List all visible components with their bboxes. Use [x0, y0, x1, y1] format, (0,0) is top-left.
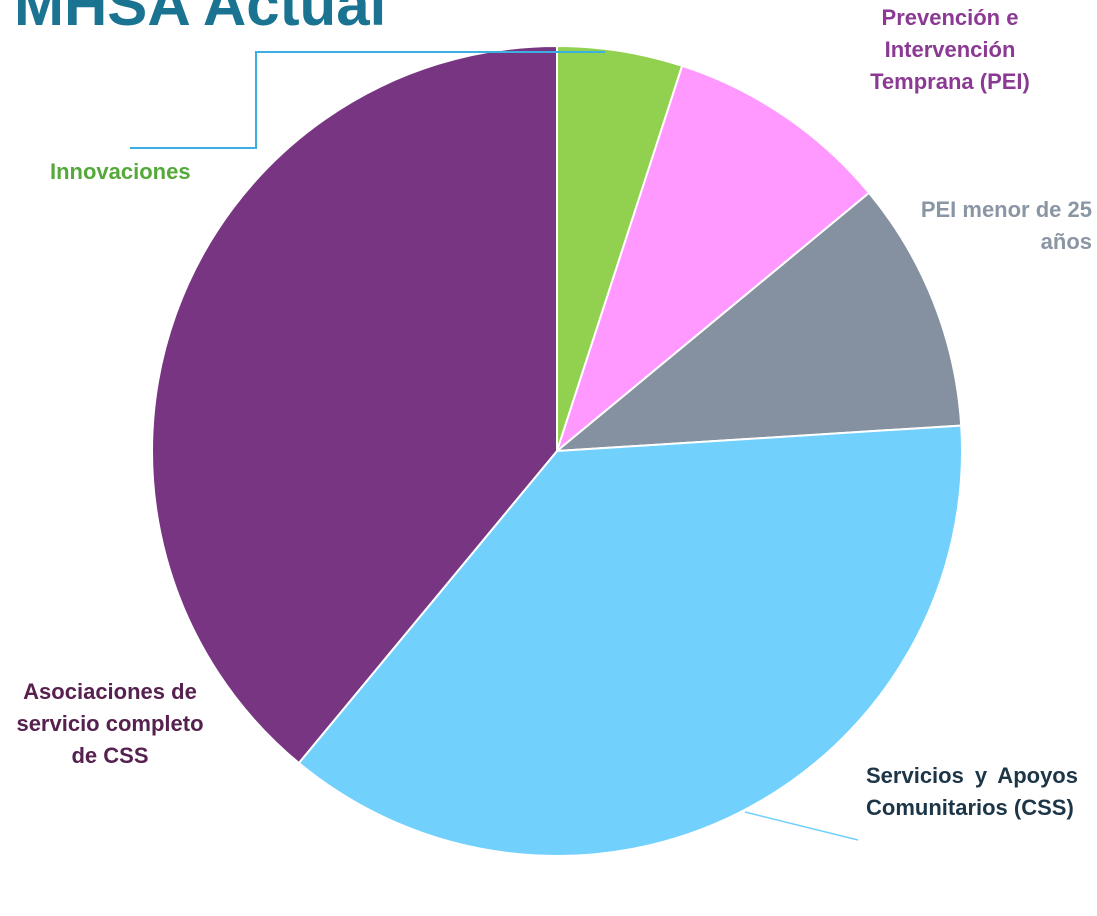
- slice-label: Servicios y Apoyos Comunitarios (CSS): [866, 763, 1078, 820]
- pie-slice: [151, 44, 558, 765]
- slice-label: PEI menor de 25 años: [920, 197, 1092, 254]
- chart-title: MHSA Actual: [14, 0, 387, 38]
- slice-label: Innovaciones: [50, 159, 191, 184]
- pie-slice: [553, 191, 963, 453]
- slice-label: Prevención e Intervención Temprana (PEI): [870, 5, 1030, 94]
- pie: [151, 44, 963, 857]
- leader-line: [130, 51, 605, 149]
- slice-label: Asociaciones de servicio completo de CSS: [16, 679, 204, 768]
- pie-slice: [297, 424, 963, 857]
- leader-line: [744, 811, 859, 841]
- pie-slice: [554, 64, 871, 454]
